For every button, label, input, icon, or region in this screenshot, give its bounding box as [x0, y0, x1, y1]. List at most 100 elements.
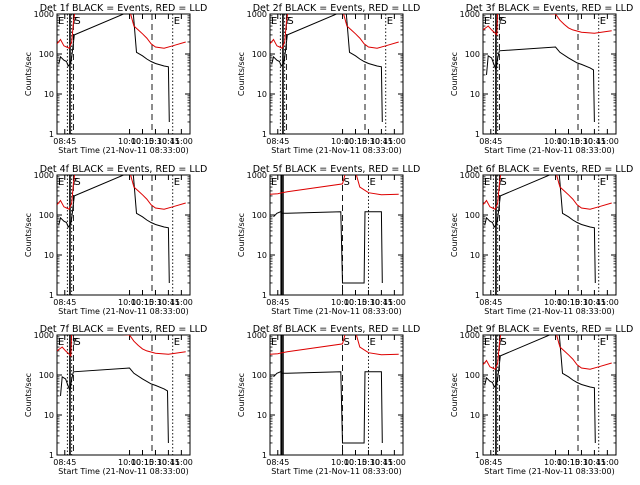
event-marker-label: E: [369, 177, 375, 188]
y-axis-label: Counts/sec: [450, 373, 459, 417]
chart-panel-3: Det 3f BLACK = Events, RED = LLD 1 10 100 10…: [450, 3, 633, 155]
series-lld-line: [57, 335, 186, 358]
chart-panel-8: Det 8f BLACK = Events, RED = LLD 1 10 100 10…: [237, 324, 420, 476]
x-tick-label: 11:00: [596, 458, 619, 467]
y-axis-label: Counts/sec: [237, 52, 246, 96]
x-tick-label: 10:30: [357, 137, 380, 146]
y-tick-label: 10: [257, 90, 267, 99]
x-tick-label: 11:00: [170, 137, 193, 146]
plot-frame: [56, 13, 191, 135]
x-tick-label: 10:15: [344, 137, 367, 146]
y-tick-label: 100: [465, 50, 480, 59]
x-tick-label: 10:00: [544, 137, 567, 146]
chart-panel-6: Det 6f BLACK = Events, RED = LLD 1 10 100 10…: [450, 164, 633, 316]
event-marker-label: E: [369, 337, 375, 348]
event-marker-label: S: [344, 177, 350, 188]
chart-title: Det 6f BLACK = Events, RED = LLD: [466, 164, 634, 175]
y-tick-label: 1: [475, 291, 480, 300]
chart-panel-7: Det 7f BLACK = Events, RED = LLD 1 10 100 10…: [24, 324, 207, 476]
x-tick-label: 10:00: [118, 298, 141, 307]
series-lld-line: [270, 335, 399, 356]
x-tick-label: 08:45: [53, 458, 76, 467]
series-events-line: [58, 175, 170, 284]
y-tick-label: 1000: [460, 171, 480, 180]
y-tick-label: 100: [39, 50, 54, 59]
x-tick-label: 11:00: [170, 458, 193, 467]
event-marker-label: S: [74, 16, 80, 27]
y-tick-label: 1000: [34, 10, 54, 19]
series-events-line: [273, 371, 383, 444]
x-axis-label: Start Time (21-Nov-11 08:33:00): [271, 146, 401, 155]
x-tick-label: 11:00: [383, 458, 406, 467]
y-tick-label: 1: [262, 451, 267, 460]
event-marker-label: S: [74, 337, 80, 348]
y-tick-label: 100: [465, 371, 480, 380]
event-marker-label: F: [499, 16, 505, 27]
x-tick-label: 10:00: [544, 298, 567, 307]
chart-panel-9: Det 9f BLACK = Events, RED = LLD 1 10 100 10…: [450, 324, 633, 476]
x-tick-label: 10:15: [131, 137, 154, 146]
x-tick-label: 10:15: [131, 458, 154, 467]
plot-frame: [269, 13, 404, 135]
x-axis-label: Start Time (21-Nov-11 08:33:00): [58, 467, 188, 476]
event-marker-label: F: [286, 16, 292, 27]
y-tick-label: 10: [470, 90, 480, 99]
series-lld-line: [483, 175, 612, 210]
series-lld-line: [57, 175, 186, 210]
x-tick-label: 10:30: [144, 458, 167, 467]
x-tick-label: 10:30: [570, 137, 593, 146]
x-tick-label: 08:45: [266, 458, 289, 467]
event-marker-label: S: [500, 16, 506, 27]
y-axis-label: Counts/sec: [24, 52, 33, 96]
chart-title: Det 4f BLACK = Events, RED = LLD: [40, 164, 208, 175]
y-tick-label: 1000: [247, 331, 267, 340]
x-axis-label: Start Time (21-Nov-11 08:33:00): [271, 307, 401, 316]
x-tick-label: 10:45: [370, 298, 393, 307]
y-tick-label: 10: [257, 411, 267, 420]
x-tick-label: 08:45: [266, 137, 289, 146]
event-marker-label: E: [484, 337, 490, 348]
event-marker-label: F: [73, 337, 79, 348]
x-axis-label: Start Time (21-Nov-11 08:33:00): [58, 146, 188, 155]
y-tick-label: 10: [470, 251, 480, 260]
y-axis-label: Counts/sec: [24, 373, 33, 417]
x-tick-label: 10:00: [331, 298, 354, 307]
series-events-line: [60, 367, 169, 444]
chart-title: Det 2f BLACK = Events, RED = LLD: [253, 3, 421, 14]
plot-frame: [269, 334, 404, 456]
y-tick-label: 100: [39, 371, 54, 380]
chart-panel-5: Det 5f BLACK = Events, RED = LLD 1 10 100 10…: [237, 164, 420, 316]
x-tick-label: 08:45: [479, 137, 502, 146]
y-tick-label: 10: [257, 251, 267, 260]
x-tick-label: 10:30: [144, 137, 167, 146]
y-axis-label: Counts/sec: [450, 52, 459, 96]
x-tick-label: 10:30: [570, 298, 593, 307]
x-tick-label: 10:30: [357, 298, 380, 307]
chart-title: Det 8f BLACK = Events, RED = LLD: [253, 324, 421, 335]
event-marker-label: E: [271, 177, 277, 188]
x-tick-label: 10:45: [157, 458, 180, 467]
x-tick-label: 11:00: [383, 137, 406, 146]
y-tick-label: 100: [252, 371, 267, 380]
y-tick-label: 1000: [247, 171, 267, 180]
y-tick-label: 1000: [247, 10, 267, 19]
chart-panel-2: Det 2f BLACK = Events, RED = LLD 1 10 100 10…: [237, 3, 420, 155]
event-marker-label: F: [73, 16, 79, 27]
y-tick-label: 1000: [34, 331, 54, 340]
chart-panel-4: Det 4f BLACK = Events, RED = LLD 1 10 100 10…: [24, 164, 207, 316]
x-tick-label: 11:00: [383, 298, 406, 307]
y-tick-label: 1: [262, 130, 267, 139]
x-axis-label: Start Time (21-Nov-11 08:33:00): [484, 146, 614, 155]
event-marker-label: E: [58, 177, 64, 188]
y-tick-label: 10: [44, 251, 54, 260]
y-tick-label: 1: [475, 451, 480, 460]
chart-title: Det 3f BLACK = Events, RED = LLD: [466, 3, 634, 14]
x-tick-label: 08:45: [479, 298, 502, 307]
series-lld-line: [270, 175, 399, 196]
event-marker-label: E: [600, 16, 606, 27]
x-tick-label: 10:30: [357, 458, 380, 467]
x-tick-label: 10:15: [131, 298, 154, 307]
y-tick-label: 1: [49, 130, 54, 139]
event-marker-label: E: [174, 177, 180, 188]
